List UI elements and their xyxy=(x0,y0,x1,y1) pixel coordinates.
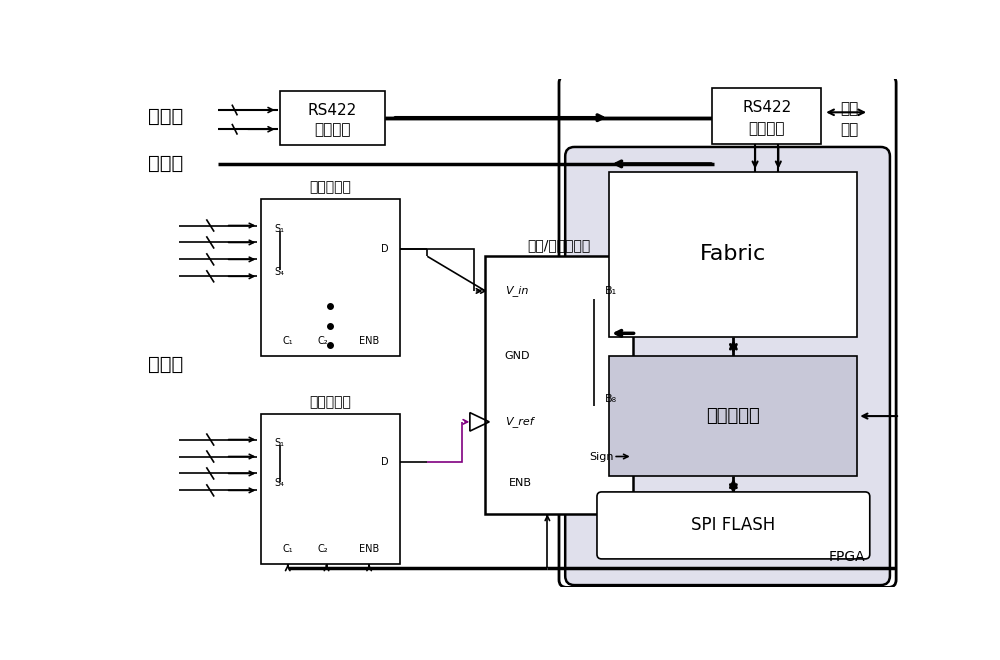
Text: RS422: RS422 xyxy=(308,102,357,117)
Text: FPGA: FPGA xyxy=(828,550,865,564)
Bar xyxy=(609,356,857,476)
Text: V_ref: V_ref xyxy=(505,416,533,427)
Text: ENB: ENB xyxy=(509,478,532,488)
Text: C₁: C₁ xyxy=(282,336,293,346)
Text: S₄: S₄ xyxy=(275,478,285,488)
Text: 多路复用器: 多路复用器 xyxy=(309,180,351,194)
Bar xyxy=(261,414,400,564)
FancyBboxPatch shape xyxy=(565,147,890,585)
Text: C₂: C₂ xyxy=(317,336,328,346)
Text: 处理器内核: 处理器内核 xyxy=(706,407,760,425)
Text: B₁: B₁ xyxy=(605,286,617,296)
Text: 数字量: 数字量 xyxy=(148,107,184,125)
Text: 多路复用器: 多路复用器 xyxy=(309,395,351,410)
Text: 接口芯片: 接口芯片 xyxy=(314,121,351,137)
Bar xyxy=(485,256,633,514)
Text: SPI FLASH: SPI FLASH xyxy=(691,516,776,535)
Text: S₁: S₁ xyxy=(275,224,285,234)
Text: ENB: ENB xyxy=(359,544,379,554)
Text: 模拟/数字转换器: 模拟/数字转换器 xyxy=(527,238,591,251)
Text: Sign: Sign xyxy=(589,451,613,461)
Text: 开关量: 开关量 xyxy=(148,154,184,174)
Text: 控制: 控制 xyxy=(840,121,859,137)
Bar xyxy=(609,172,857,337)
Text: S₁: S₁ xyxy=(275,438,285,448)
Text: 读数: 读数 xyxy=(840,101,859,116)
Bar xyxy=(261,199,400,356)
Text: ENB: ENB xyxy=(359,336,379,346)
Text: RS422: RS422 xyxy=(742,100,791,115)
Text: D: D xyxy=(381,244,388,253)
Text: V_in: V_in xyxy=(505,286,528,296)
FancyBboxPatch shape xyxy=(597,492,870,559)
Bar xyxy=(280,91,385,145)
Text: C₂: C₂ xyxy=(317,544,328,554)
Text: B₈: B₈ xyxy=(605,394,617,404)
Bar xyxy=(712,88,821,144)
Text: C₁: C₁ xyxy=(282,544,293,554)
Text: 接口芯片: 接口芯片 xyxy=(748,121,785,136)
Text: Fabric: Fabric xyxy=(700,244,767,265)
Text: S₄: S₄ xyxy=(275,267,285,277)
Text: GND: GND xyxy=(505,351,530,362)
Text: 模拟量: 模拟量 xyxy=(148,354,184,374)
Text: D: D xyxy=(381,457,388,467)
